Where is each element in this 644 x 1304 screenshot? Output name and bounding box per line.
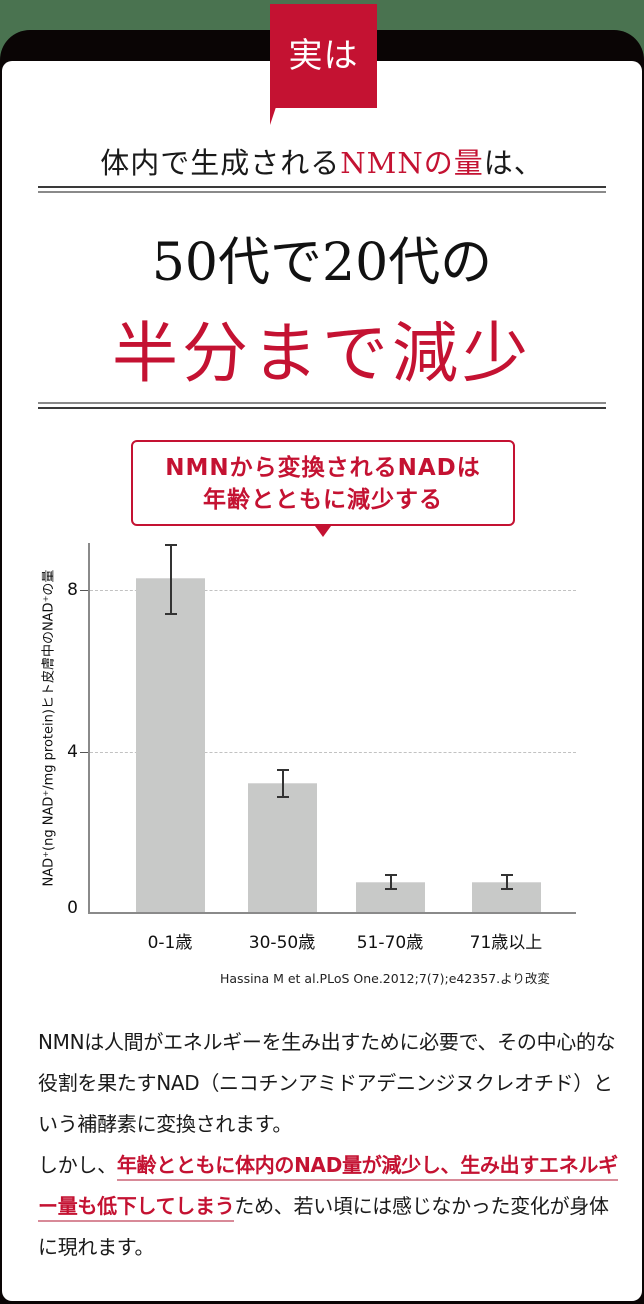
chart-source-citation: Hassina M et al.PLoS One.2012;7(7);e4235…: [220, 971, 550, 986]
xlabel-30-50: 30-50歳: [248, 933, 316, 953]
error-cap: [385, 874, 397, 876]
callout-line1: NMNから変換されるNADは: [165, 455, 481, 481]
chart-y-axis-label: NAD⁺(ng NAD⁺/mg protein)ヒト皮膚中のNAD⁺の量: [41, 569, 57, 887]
lead-before: 体内で生成される: [100, 146, 341, 180]
ytick-label-8: 8: [67, 580, 78, 600]
chart-y-axis: [88, 543, 90, 914]
headline-line1: 50代で20代の: [151, 233, 493, 293]
body-p2: しかし、年齢とともに体内のNAD量が減少し、生み出すエネルギー量も低下してしまう…: [38, 1145, 618, 1268]
gridline-4: [90, 752, 576, 753]
error-bar-0-1: [170, 545, 172, 614]
xlabel-51-70: 51-70歳: [356, 933, 424, 953]
divider-bottom: [38, 402, 606, 410]
chart-x-axis: [88, 912, 576, 914]
ytick-8: [80, 590, 88, 591]
tag-tail: [270, 107, 276, 125]
error-cap: [277, 769, 289, 771]
error-bar-71-plus: [506, 875, 508, 889]
xlabel-71-plus: 71歳以上: [469, 933, 543, 953]
error-cap: [501, 874, 513, 876]
callout-arrow-icon: [315, 526, 331, 537]
lead-highlight: NMNの量: [340, 146, 484, 180]
chart-callout: NMNから変換されるNADは 年齢とともに減少する: [131, 440, 515, 526]
ytick-label-4: 4: [67, 742, 78, 762]
lead-text: 体内で生成されるNMNの量は、: [0, 140, 644, 182]
divider-top: [38, 186, 606, 194]
body-p1: NMNは人間がエネルギーを生み出すために必要で、その中心的な役割を果たすNAD（…: [38, 1030, 616, 1136]
bar-0-1: [136, 578, 205, 913]
lead-after: は、: [483, 146, 544, 180]
ytick-label-0: 0: [67, 898, 78, 918]
content-card: [2, 61, 642, 1301]
ytick-4: [80, 752, 88, 753]
error-cap: [501, 888, 513, 890]
error-cap: [385, 888, 397, 890]
error-bar-51-70: [390, 875, 392, 889]
error-bar-30-50: [282, 770, 284, 797]
xlabel-0-1: 0-1歳: [147, 933, 193, 953]
jitsuwa-tag: 実は: [270, 4, 377, 108]
error-cap: [277, 796, 289, 798]
error-cap: [165, 544, 177, 546]
body-paragraph: NMNは人間がエネルギーを生み出すために必要で、その中心的な役割を果たすNAD（…: [38, 1022, 618, 1268]
headline-line2: 半分まで減少: [112, 315, 532, 392]
callout-line2: 年齢とともに減少する: [203, 487, 443, 513]
body-p2-highlight: 年齢とともに体内のNAD量が減少し、生み出すエネルギー量も低下してしまう: [38, 1153, 618, 1222]
error-cap: [165, 613, 177, 615]
body-p2-after: ため、若い頃には感じなかった変化が身体に現れます。: [38, 1194, 609, 1259]
bar-30-50: [248, 783, 317, 913]
body-p2-before: しかし、: [38, 1153, 117, 1177]
gridline-8: [90, 590, 576, 591]
tag-label: 実は: [288, 35, 359, 76]
